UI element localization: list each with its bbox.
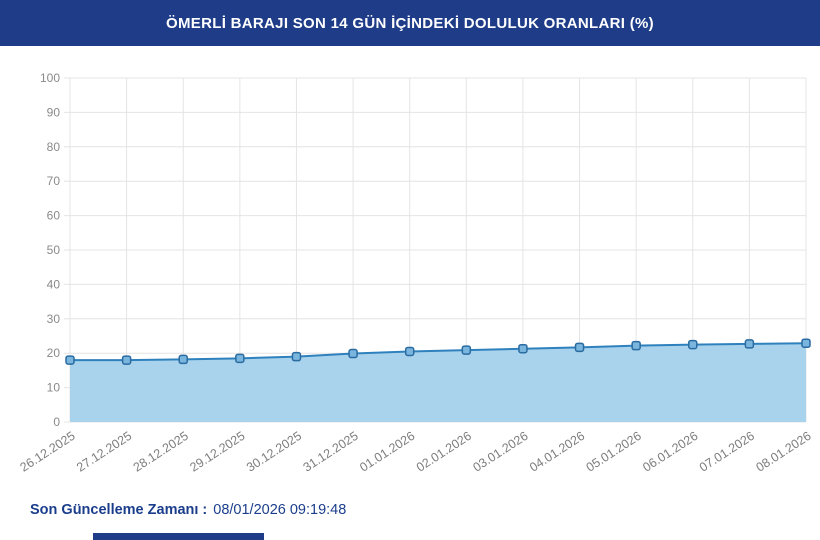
data-point-marker[interactable] bbox=[518, 343, 528, 354]
y-axis-tick-label: 90 bbox=[47, 105, 61, 119]
y-axis-tick-label: 80 bbox=[47, 140, 61, 154]
last-update-value: 08/01/2026 09:19:48 bbox=[213, 502, 347, 518]
y-axis-tick-label: 30 bbox=[47, 312, 61, 326]
last-update-label: Son Güncelleme Zamanı : bbox=[30, 502, 208, 518]
last-update-footer: Son Güncelleme Zamanı : 08/01/2026 09:19… bbox=[30, 502, 346, 518]
x-axis-tick-label: 01.01.2026 bbox=[357, 429, 417, 475]
y-axis-tick-label: 0 bbox=[53, 415, 60, 429]
data-point-marker[interactable] bbox=[574, 342, 585, 353]
chart-title: ÖMERLİ BARAJI SON 14 GÜN İÇİNDEKİ DOLULU… bbox=[166, 14, 654, 32]
x-axis-tick-label: 05.01.2026 bbox=[584, 429, 644, 475]
y-axis-tick-label: 70 bbox=[47, 174, 61, 188]
y-axis-tick-label: 20 bbox=[47, 346, 61, 360]
area-fill bbox=[70, 343, 806, 422]
x-axis-tick-label: 02.01.2026 bbox=[414, 429, 474, 475]
x-axis-tick-label: 07.01.2026 bbox=[697, 429, 757, 475]
x-axis-tick-label: 27.12.2025 bbox=[74, 429, 134, 475]
data-point-marker[interactable] bbox=[235, 353, 245, 364]
x-axis-tick-label: 04.01.2026 bbox=[527, 429, 587, 475]
fill-rate-chart[interactable]: 0 10 20 30 40 50 60 70 80 90 100 26.12.2025 27.12.20… bbox=[0, 0, 820, 495]
data-point-marker[interactable] bbox=[65, 355, 75, 365]
data-point-marker[interactable] bbox=[178, 354, 188, 365]
data-point-marker[interactable] bbox=[744, 339, 755, 349]
series-line bbox=[70, 342, 807, 362]
x-axis-tick-label: 26.12.2025 bbox=[18, 429, 78, 475]
x-axis-tick-label: 29.12.2025 bbox=[187, 429, 247, 475]
y-axis-tick-label: 60 bbox=[47, 209, 61, 223]
x-axis-tick-label: 03.01.2026 bbox=[470, 429, 530, 475]
data-point-marker[interactable] bbox=[461, 345, 472, 355]
x-axis-tick-label: 06.01.2026 bbox=[640, 429, 700, 475]
data-point-marker[interactable] bbox=[348, 348, 358, 359]
data-point-marker[interactable] bbox=[688, 339, 698, 350]
y-axis-tick-label: 10 bbox=[47, 381, 61, 395]
y-axis-tick-label: 100 bbox=[40, 71, 60, 85]
data-point-marker[interactable] bbox=[121, 355, 132, 365]
y-axis-tick-label: 50 bbox=[47, 243, 61, 257]
x-axis-tick-label: 28.12.2025 bbox=[131, 429, 191, 475]
data-point-marker[interactable] bbox=[631, 340, 641, 351]
data-point-marker[interactable] bbox=[291, 351, 302, 362]
fill-rate-chart-svg[interactable]: 0 10 20 30 40 50 60 70 80 90 100 26.12.202527.12.20… bbox=[0, 0, 820, 495]
x-axis-tick-label: 30.12.2025 bbox=[244, 429, 304, 475]
next-section-banner-partial bbox=[93, 533, 264, 540]
x-axis-tick-label: 31.12.2025 bbox=[301, 429, 361, 475]
data-point-marker[interactable] bbox=[801, 338, 811, 348]
x-axis-tick-label: 08.01.2026 bbox=[754, 429, 814, 475]
title-banner: ÖMERLİ BARAJI SON 14 GÜN İÇİNDEKİ DOLULU… bbox=[0, 0, 820, 46]
data-point-marker[interactable] bbox=[404, 346, 415, 357]
y-axis-tick-label: 40 bbox=[47, 277, 61, 291]
